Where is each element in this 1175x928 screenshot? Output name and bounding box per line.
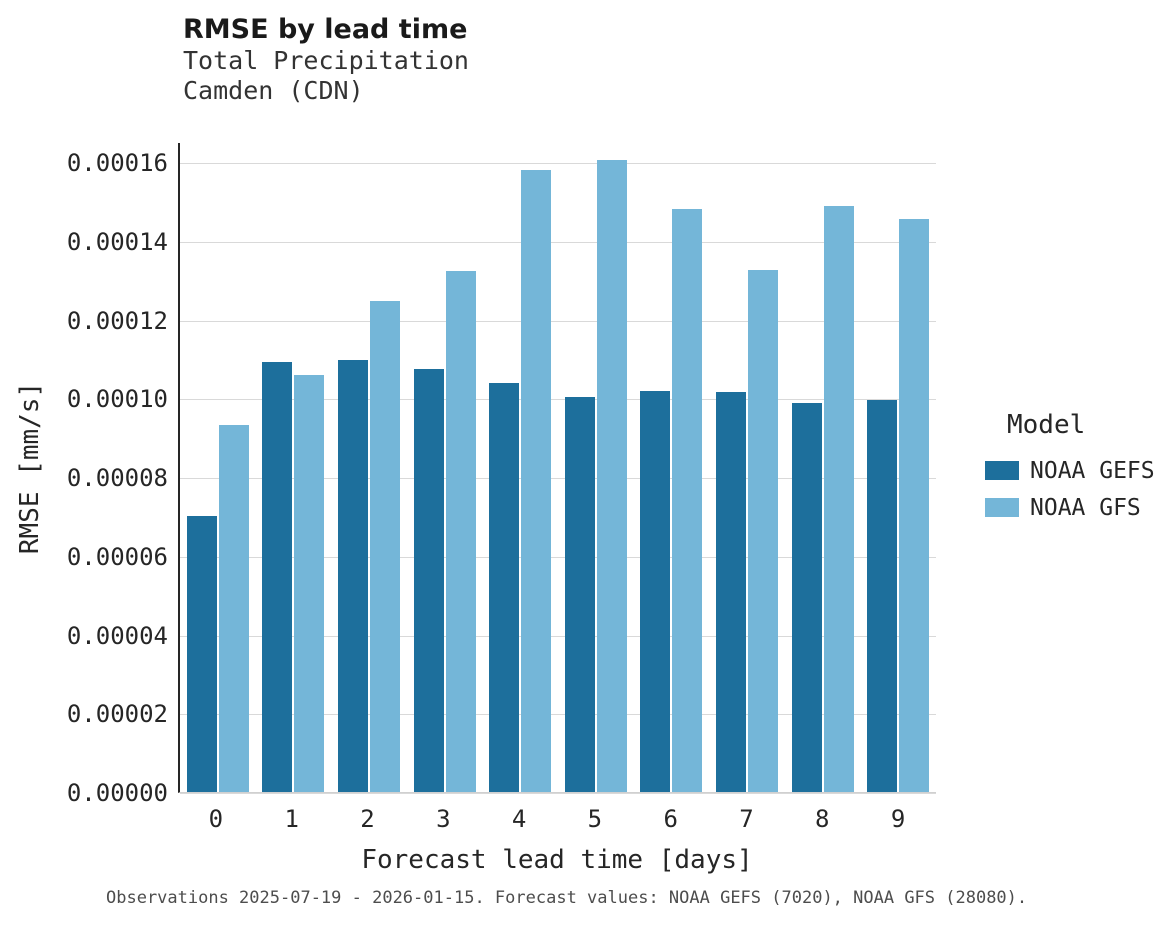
legend-entries: NOAA GEFS NOAA GFS [985,452,1155,526]
bar-noaa-gfs-lead-0 [218,425,249,792]
x-tick-label-3: 3 [436,805,451,833]
bar-group-2 [331,143,407,792]
bar-noaa-gefs-lead-2 [337,360,368,792]
x-tick-labels: 0 1 2 3 4 5 6 7 8 9 [178,805,936,833]
gridline [180,714,936,716]
gridline [180,478,936,479]
bar-groups [180,143,936,792]
y-tick-label: 0.00004 [66,621,168,650]
legend-label-noaa-gfs: NOAA GFS [1030,494,1141,521]
bar-noaa-gefs-lead-8 [791,403,822,792]
plot-area: 0.00000 0.00002 0.00004 0.00006 0.00008 0.000… [67,143,936,807]
x-tick-label-4: 4 [511,805,527,833]
x-tick-label-8: 8 [815,805,830,833]
chart-subtitle-variable: Total Precipitation [183,46,469,75]
bar-noaa-gfs-lead-3 [445,271,476,792]
bar-noaa-gfs-lead-5 [596,160,627,792]
x-tick-label-6: 6 [663,805,678,833]
caption: Observations 2025-07-19 - 2026-01-15. Fo… [106,888,1028,908]
legend-swatch-noaa-gefs [985,461,1019,480]
bar-group-5 [558,143,634,792]
gridline [180,793,936,794]
x-tick-label-9: 9 [890,805,906,833]
bar-noaa-gefs-lead-4 [489,382,520,792]
legend-entry-noaa-gfs: NOAA GFS [985,489,1155,526]
y-tick-label: 0.00008 [66,464,168,492]
gridline [180,635,936,637]
y-tick-label: 0.00002 [66,700,168,729]
bar-noaa-gefs-lead-1 [262,361,293,792]
bar-noaa-gefs-lead-9 [867,400,898,792]
bar-noaa-gfs-lead-1 [294,375,325,792]
y-tick-label: 0.00006 [66,542,168,571]
gridline [180,320,936,322]
bar-group-4 [482,143,558,792]
chart-header: RMSE by lead time Total Precipitation Ca… [183,14,469,106]
legend-swatch-noaa-gfs [985,498,1019,517]
x-tick-label-2: 2 [360,805,375,833]
bar-group-1 [256,143,332,792]
bar-noaa-gefs-lead-0 [186,516,217,792]
gridline [180,241,936,243]
bar-noaa-gefs-lead-7 [715,391,746,792]
bar-noaa-gfs-lead-4 [521,169,552,792]
bar-group-0 [180,143,256,792]
x-axis-label: Forecast lead time [days] [361,845,753,875]
x-tick-label-7: 7 [739,805,754,833]
bar-noaa-gfs-lead-8 [823,206,854,792]
legend: Model NOAA GEFS NOAA GFS [985,410,1155,526]
y-tick-label: 0.00010 [66,385,168,414]
legend-entry-noaa-gefs: NOAA GEFS [985,452,1155,489]
x-tick-label-0: 0 [208,805,224,833]
bar-noaa-gfs-lead-2 [369,301,400,792]
legend-title: Model [1007,410,1086,440]
chart-title: RMSE by lead time [183,14,468,45]
bar-group-3 [407,143,483,792]
y-tick-label: 0.00012 [66,306,168,335]
y-axis-label: RMSE [mm/s] [15,381,45,555]
bar-group-7 [709,143,785,792]
bar-group-9 [860,143,936,792]
bar-noaa-gefs-lead-5 [564,396,595,792]
bar-noaa-gfs-lead-7 [747,269,778,792]
bar-group-8 [785,143,861,792]
bar-noaa-gefs-lead-3 [413,369,444,792]
x-tick-label-5: 5 [587,805,603,833]
chart-subtitle-station: Camden (CDN) [183,76,364,105]
y-tick-label: 0.00000 [66,779,168,807]
gridline [180,399,936,401]
gridline [180,556,936,558]
bar-noaa-gfs-lead-9 [899,219,930,792]
bar-group-6 [634,143,710,792]
x-tick-label-1: 1 [284,805,299,833]
bar-noaa-gefs-lead-6 [640,390,671,792]
y-tick-label: 0.00016 [66,149,168,177]
bar-noaa-gfs-lead-6 [672,208,703,792]
y-tick-label: 0.00014 [66,227,168,256]
legend-label-noaa-gefs: NOAA GEFS [1030,457,1155,484]
gridline [180,163,936,164]
